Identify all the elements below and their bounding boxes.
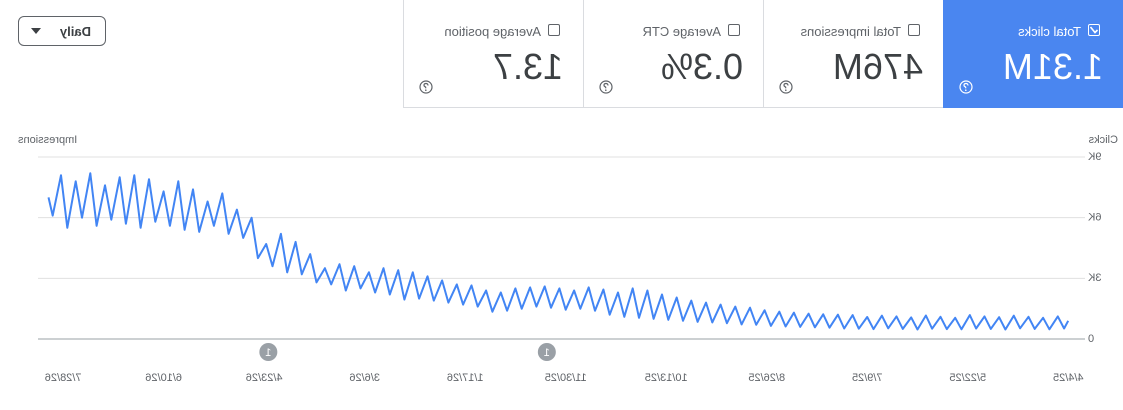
- metric-card[interactable]: Average CTR 0.3%: [583, 0, 763, 108]
- x-tick-label: 4/23/26: [246, 372, 283, 384]
- annotation-marker: [537, 343, 556, 361]
- y-tick-label: 9K: [1087, 151, 1101, 163]
- help-glyph: [419, 80, 433, 94]
- x-tick-label: 3/6/26: [349, 372, 380, 384]
- help-icon: [419, 80, 433, 99]
- help-icon: [599, 80, 613, 99]
- check-mark: [1089, 26, 1099, 34]
- help-icon: [779, 80, 793, 99]
- y-axis-label: Clicks: [1088, 134, 1118, 146]
- x-tick-label: 5/22/25: [949, 372, 986, 384]
- help-glyph: [779, 80, 793, 94]
- help-icon: [959, 80, 973, 99]
- x-tick-label: 10/13/25: [645, 372, 688, 384]
- y-tick-label: 3K: [1087, 272, 1101, 284]
- x-tick-label: 6/10/26: [145, 372, 182, 384]
- line-series: [47, 172, 1070, 331]
- x-tick-label: 7/9/25: [852, 372, 883, 384]
- dropdown-caret: [31, 28, 41, 34]
- metric-card[interactable]: Total clicks 1.31M: [943, 0, 1123, 108]
- annotation-marker: [259, 343, 278, 361]
- metric-card[interactable]: Total impressions 476M: [763, 0, 943, 108]
- x-tick-label: 7/28/26: [45, 372, 82, 384]
- x-tick-label: 4/4/25: [1053, 372, 1084, 384]
- help-glyph: [959, 80, 973, 94]
- x-tick-label: 11/30/25: [545, 372, 587, 384]
- x-tick-label: 1/17/26: [447, 372, 484, 384]
- y-tick-label: 0: [1088, 333, 1094, 345]
- metric-card[interactable]: Average position 13.7: [403, 0, 583, 108]
- annotation-label: 1: [544, 347, 550, 359]
- y2-axis-label: Impressions: [18, 134, 78, 146]
- help-glyph: [599, 80, 613, 94]
- x-tick-label: 8/26/25: [748, 372, 785, 384]
- granularity-dropdown[interactable]: Daily: [18, 16, 106, 46]
- checkbox: [1088, 24, 1100, 36]
- annotation-label: 1: [265, 347, 271, 359]
- y-tick-label: 6K: [1087, 212, 1101, 224]
